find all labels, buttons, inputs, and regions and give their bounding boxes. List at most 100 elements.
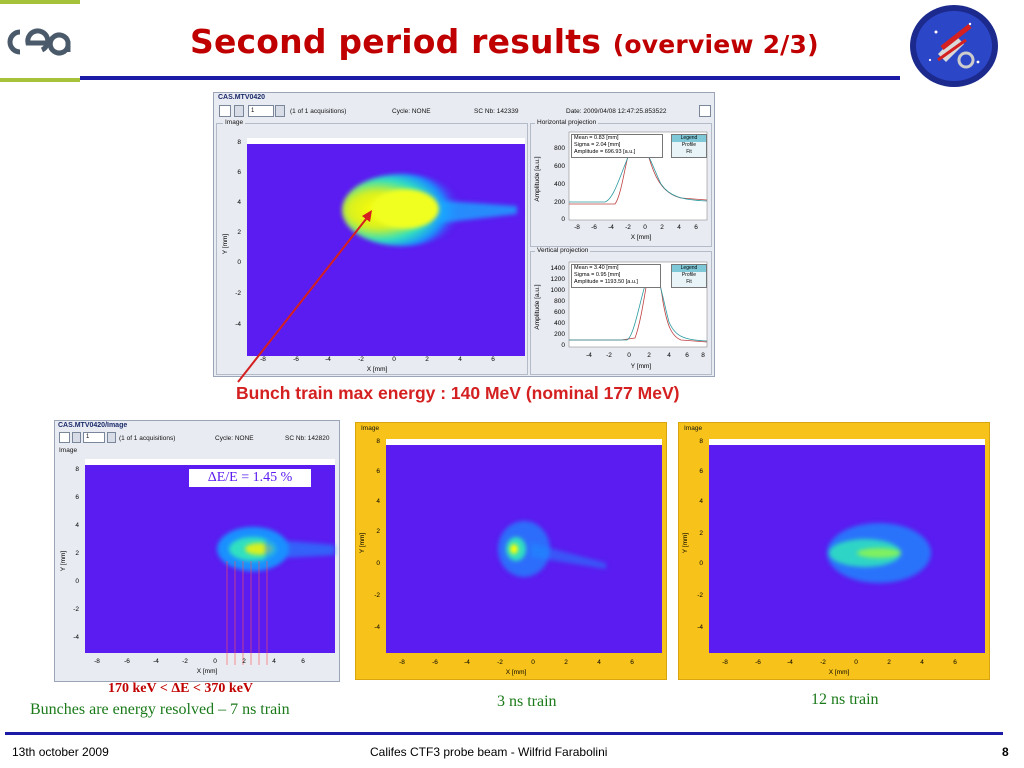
print-icon[interactable] [219,105,231,117]
vproj-y-tick: 1400 [551,265,566,272]
hproj-x-tick: 0 [643,224,647,231]
hproj-y-label: Amplitude [a.u.] [534,156,541,201]
vproj-stat: Sigma = 0.95 [mm] [574,272,621,278]
main-profile-window: CAS.MTV0420 1 (1 of 1 acquisitions) Cycl… [213,92,715,377]
x-tick: 6 [301,658,305,665]
image-subpanel-label: Image [59,447,78,454]
vertical-projection-panel: Vertical projection 1400 1200 1000 800 6… [530,247,712,375]
x-tick: 0 [392,356,396,363]
next-acq-button[interactable] [107,432,116,443]
vproj-x-tick: -4 [586,352,592,359]
y-tick: 6 [75,494,79,501]
panel-12ns-label: Image [684,425,703,432]
title-main: Second period results [190,22,602,61]
x-tick: 2 [242,658,246,665]
cycle-text: Cycle: NONE [392,108,431,115]
x-tick: -8 [722,659,728,666]
hproj-y-tick: 600 [554,163,565,170]
horizontal-projection-panel: Horizontal projection 800 600 400 200 0 … [530,119,712,247]
hproj-legend: Legend Profile Fit [671,134,707,158]
vproj-y-tick: 1200 [551,276,566,283]
x-tick: 0 [531,659,535,666]
page-number: 8 [1002,745,1009,759]
hproj-y-tick: 200 [554,199,565,206]
next-acq-button[interactable] [275,105,285,117]
x-tick: 0 [213,658,217,665]
legend-title: Legend [672,135,706,142]
panel-12ns: Image 8 6 4 2 0 -2 -4 -8 -6 -4 -2 0 2 4 … [678,422,990,680]
beam-image-12ns: 8 6 4 2 0 -2 -4 -8 -6 -4 -2 0 2 4 6 X [m… [682,438,985,676]
x-tick: -6 [293,356,299,363]
hproj-stat: Mean = 0.83 [mm] [574,135,619,141]
x-tick: 4 [920,659,924,666]
vproj-y-tick: 1000 [551,287,566,294]
y-tick: 8 [75,466,79,473]
y-tick: 2 [237,229,241,236]
acq-count-text: (1 of 1 acquisitions) [119,435,176,442]
x-label: X [mm] [506,669,527,676]
vproj-x-tick: 6 [685,352,689,359]
prev-acq-button[interactable] [72,432,81,443]
sc-nb-text: SC Nb: 142339 [474,108,519,115]
x-tick: -6 [124,658,130,665]
image-y-ticks: 8 6 4 2 0 -2 -4 [235,139,241,328]
panel-3ns-label: Image [361,425,380,432]
hproj-x-tick: 4 [677,224,681,231]
y-tick: 0 [237,259,241,266]
legend-fit: Fit [686,279,692,285]
hproj-y-tick: 400 [554,181,565,188]
hproj-stats-box: Mean = 0.83 [mm] Sigma = 2.04 [mm] Ampli… [571,134,663,158]
prev-acq-button[interactable] [234,105,244,117]
y-tick: -4 [235,321,241,328]
vproj-stat: Mean = 3.40 [mm] [574,265,619,271]
y-tick: -2 [235,290,241,297]
caption-3ns-train: 3 ns train [497,693,557,710]
beam-image-3ns: 8 6 4 2 0 -2 -4 -8 -6 -4 -2 0 2 4 6 X [m… [359,438,662,676]
caption-max-energy: Bunch train max energy : 140 MeV (nomina… [236,383,680,403]
small-window-title: CAS.MTV0420/Image [58,422,128,429]
y-label: Y [mm] [60,551,67,572]
x-tick: 6 [953,659,957,666]
hproj-x-tick: 2 [660,224,664,231]
legend-title: Legend [672,265,706,272]
small-profile-window: CAS.MTV0420/Image 1 (1 of 1 acquisitions… [54,420,340,682]
vproj-x-tick: 0 [627,352,631,359]
y-tick: 2 [75,550,79,557]
x-tick: 6 [630,659,634,666]
print-icon[interactable] [59,432,70,443]
vproj-stats-box: Mean = 3.40 [mm] Sigma = 0.95 [mm] Ampli… [571,264,661,288]
footer-date: 13th october 2009 [12,745,109,759]
footer-title: Califes CTF3 probe beam - Wilfrid Farabo… [370,745,608,759]
slide-title: Second period results (overview 2/3) [190,22,870,61]
export-icon[interactable] [699,105,711,117]
pointer-arrow-icon [237,210,372,383]
hproj-x-tick: 6 [694,224,698,231]
hproj-x-label: X [mm] [631,234,652,241]
main-window-title: CAS.MTV0420 [218,94,266,101]
x-tick: -6 [755,659,761,666]
logo-bar-top [0,0,80,4]
vproj-label: Vertical projection [535,247,591,254]
y-tick: 6 [237,169,241,176]
y-tick: 0 [75,578,79,585]
x-tick: -8 [260,356,266,363]
x-label: X [mm] [197,668,218,675]
image-x-label: X [mm] [367,366,388,373]
x-tick: 6 [491,356,495,363]
image-subpanel-label: Image [223,119,246,126]
sc-nb-text: SC Nb: 142820 [285,435,330,442]
x-tick: -2 [820,659,826,666]
y-tick: 0 [699,560,703,567]
vproj-y-tick: 0 [561,342,565,349]
y-tick: 4 [75,522,79,529]
legend-fit: Fit [686,149,692,155]
x-tick: -4 [325,356,331,363]
vproj-y-tick: 200 [554,331,565,338]
acq-select[interactable]: 1 [248,105,274,117]
acq-select-value: 1 [86,434,90,440]
vproj-legend: Legend Profile Fit [671,264,707,288]
y-tick: -4 [374,624,380,631]
x-tick: -2 [358,356,364,363]
vproj-x-label: Y [mm] [631,363,652,370]
acq-select[interactable]: 1 [83,432,105,443]
